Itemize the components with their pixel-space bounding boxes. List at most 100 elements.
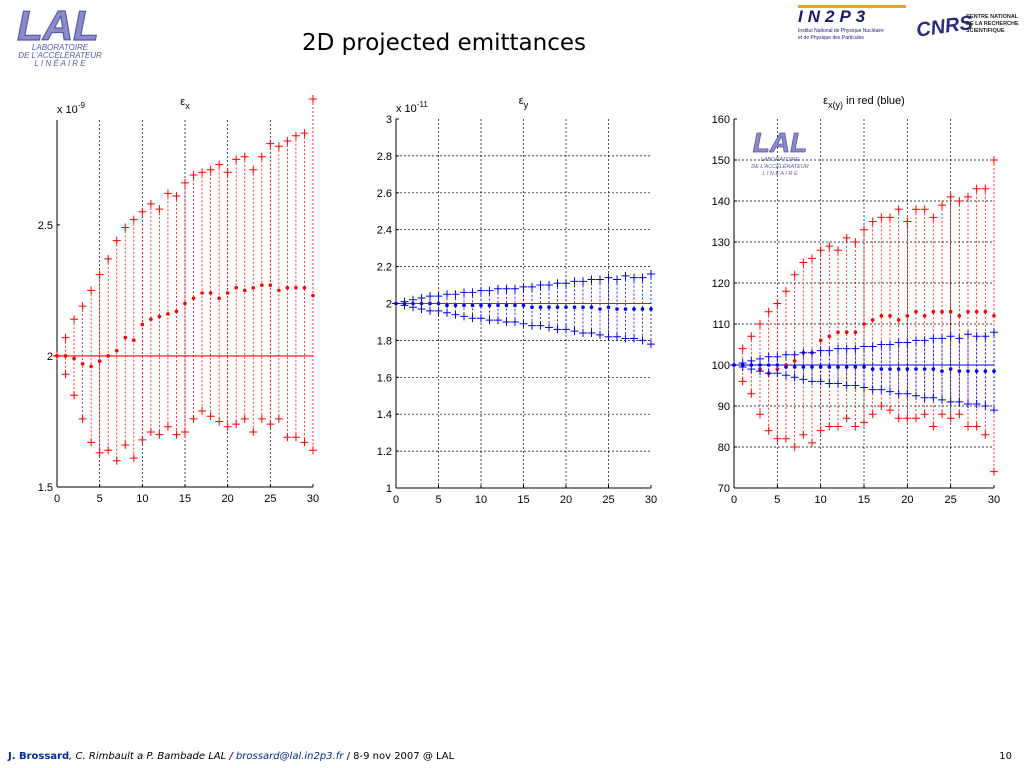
series-2-point-15: [181, 427, 189, 436]
chart-title-subscript: x: [185, 101, 190, 111]
series-2-point-5: [95, 448, 104, 457]
series-0-point-14: [851, 238, 860, 246]
chart-title: εx(y) in red (blue): [823, 95, 905, 110]
series-5-point-14: [851, 381, 860, 390]
series-4-point-4: [766, 363, 771, 367]
footer-email-link[interactable]: brossard@lal.in2p3.fr: [235, 751, 344, 762]
series-2-point-16: [189, 414, 198, 423]
series-5-point-11: [825, 379, 834, 388]
series-2-point-1: [738, 377, 747, 386]
series-4-point-5: [775, 363, 780, 367]
x-tick-label-1: 5: [774, 494, 780, 506]
series-1-point-18: [888, 314, 892, 318]
series-0-point-28: [972, 184, 981, 193]
exponent-label: x 10-9: [57, 101, 85, 116]
series-2-point-30: [647, 340, 655, 349]
series-0-point-21: [232, 155, 241, 164]
series-0-point-1: [61, 333, 70, 342]
series-1-point-7: [114, 348, 119, 353]
inset-logo-line1: LABORATOIRE: [761, 157, 800, 163]
series-2-point-11: [146, 427, 155, 436]
series-3-point-6: [782, 350, 790, 359]
series-1-point-28: [974, 309, 979, 314]
series-3-point-3: [756, 354, 764, 363]
in2p3-logo-stripe: [798, 5, 906, 8]
series-4-point-16: [870, 367, 875, 371]
series-3-point-15: [860, 342, 868, 351]
series-2-point-27: [621, 334, 630, 343]
series-4-point-3: [758, 363, 762, 367]
series-1-point-22: [581, 305, 585, 309]
series-5-point-8: [799, 375, 808, 384]
footer-event: / 8-9 nov 2007 @ LAL: [343, 751, 455, 762]
series-4-point-7: [792, 365, 797, 369]
series-1-point-29: [640, 307, 645, 311]
series-0-point-20: [562, 279, 570, 288]
series-4-point-30: [992, 369, 996, 373]
x-tick-label-2: 10: [136, 493, 148, 505]
series-1-point-28: [294, 285, 298, 290]
y-tick-label-4: 110: [712, 319, 730, 331]
series-3-point-12: [834, 344, 842, 353]
y-tick-label-9: 2.8: [377, 151, 392, 163]
series-3-point-7: [790, 350, 799, 359]
x-tick-label-4: 20: [222, 493, 234, 505]
series-0-point-12: [494, 284, 502, 293]
series-2-point-26: [613, 332, 621, 341]
series-1-point-29: [302, 285, 307, 290]
series-1-point-10: [140, 322, 145, 327]
series-0-point-22: [920, 205, 929, 214]
series-0-point-27: [964, 192, 972, 201]
series-0-point-14: [172, 192, 181, 201]
series-2-point-27: [283, 433, 292, 442]
series-0-point-28: [630, 273, 638, 282]
series-2-point-5: [434, 306, 443, 315]
series-0-point-20: [903, 217, 912, 226]
series-1-point-12: [836, 330, 840, 335]
series-0-point-18: [206, 165, 215, 174]
in2p3-logo-line1: Institut National de Physique Nucléaire: [798, 28, 884, 34]
series-0-point-12: [834, 246, 842, 255]
series-4-point-14: [853, 365, 858, 369]
series-0-point-3: [417, 293, 426, 302]
series-2-point-22: [240, 414, 249, 423]
series-1-point-16: [870, 318, 875, 322]
series-1-point-13: [166, 312, 170, 316]
footer-coauthors: , C. Rimbault a P. Bambade LAL /: [69, 751, 236, 762]
series-5-point-15: [860, 383, 868, 392]
x-tick-label-5: 25: [945, 494, 957, 506]
series-1-point-26: [957, 314, 962, 318]
y-tick-label-7: 140: [712, 196, 730, 208]
series-5-point-18: [886, 387, 894, 396]
series-2-point-17: [877, 402, 886, 410]
series-0-point-4: [426, 292, 434, 301]
series-1-point-21: [914, 309, 918, 314]
series-2-point-18: [206, 412, 215, 421]
series-2-point-17: [536, 321, 545, 330]
series-2-point-30: [309, 446, 317, 455]
series-2-point-12: [834, 422, 842, 431]
series-0-point-8: [121, 223, 130, 232]
series-4-point-13: [844, 365, 849, 369]
y-tick-label-7: 2.4: [377, 225, 392, 237]
series-5-point-7: [790, 373, 799, 382]
series-2-point-5: [773, 434, 782, 443]
series-2-point-29: [638, 336, 647, 345]
series-0-point-4: [764, 307, 773, 316]
series-2-point-13: [502, 317, 511, 326]
series-0-point-2: [747, 332, 756, 341]
series-0-point-18: [886, 213, 894, 222]
series-4-point-22: [922, 367, 927, 371]
series-0-point-26: [274, 142, 283, 151]
series-1-point-7: [453, 303, 458, 308]
series-0-point-21: [912, 205, 920, 214]
exponent-label: x 10-11: [396, 100, 428, 115]
series-2-point-12: [155, 430, 164, 439]
series-1-point-18: [547, 305, 551, 309]
series-1-point-11: [149, 317, 153, 322]
series-3-point-29: [981, 332, 990, 341]
series-1-point-8: [462, 303, 466, 308]
series-5-point-10: [816, 377, 825, 386]
series-1-point-16: [530, 305, 534, 309]
